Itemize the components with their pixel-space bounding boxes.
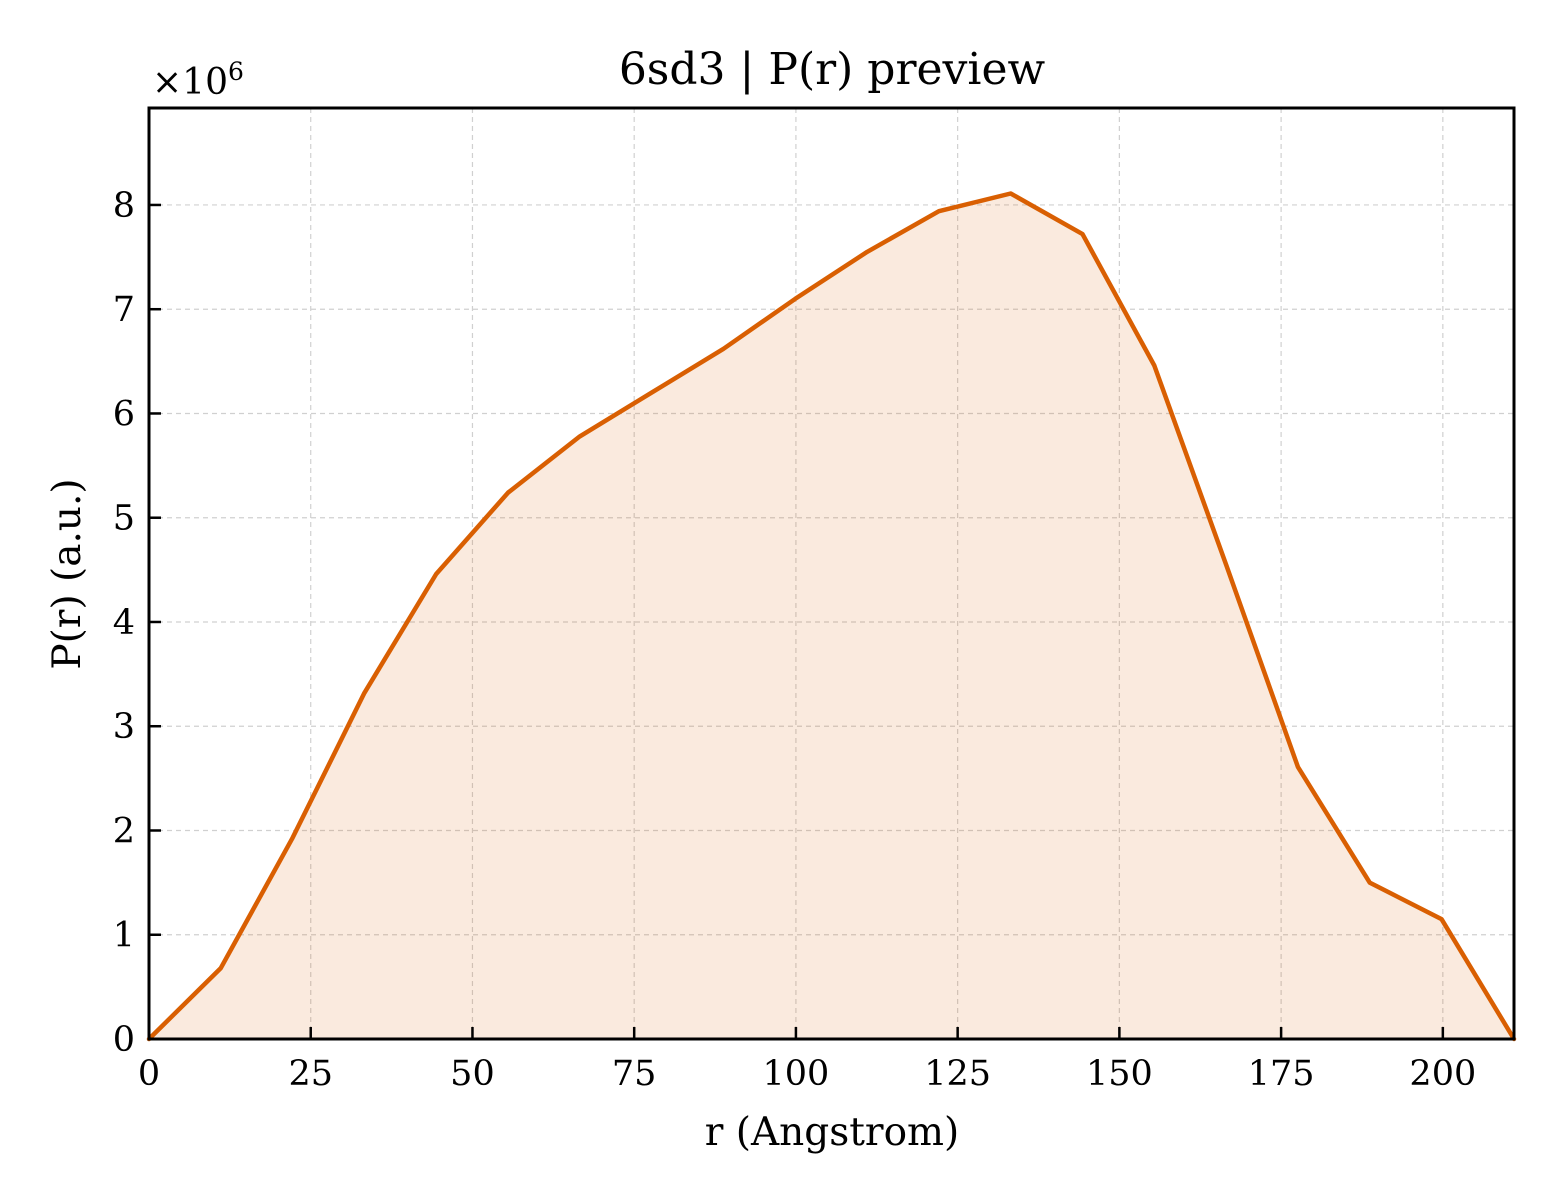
y-tick-label: 7	[113, 290, 135, 330]
x-axis-title: r (Angstrom)	[705, 1110, 960, 1155]
y-axis-title: P(r) (a.u.)	[45, 478, 90, 669]
x-tick-label: 75	[612, 1054, 657, 1094]
x-tick-label: 175	[1248, 1054, 1315, 1094]
y-tick-label: 3	[113, 707, 135, 747]
y-tick-label: 0	[113, 1020, 135, 1060]
y-tick-label: 2	[113, 811, 135, 851]
x-tick-label: 125	[924, 1054, 991, 1094]
y-offset-label: ×106	[152, 57, 244, 103]
y-tick-label: 5	[113, 499, 135, 539]
ticks: 0 25 50 75 100 125 150 175 200 0 1 2 3 4 5 6 7 8	[113, 186, 1477, 1094]
plot-area	[146, 191, 1517, 1042]
y-tick-label: 4	[113, 603, 135, 643]
series-area-fill	[149, 193, 1514, 1039]
y-offset-base: ×10	[152, 62, 228, 103]
y-tick-label: 8	[113, 186, 135, 226]
plot-frame	[147, 106, 1516, 1041]
x-tick-label: 50	[450, 1054, 495, 1094]
x-tick-label: 25	[288, 1054, 333, 1094]
y-tick-label: 1	[113, 916, 135, 956]
grid	[149, 108, 1514, 1039]
y-tick-label: 6	[113, 394, 135, 434]
chart-title: 6sd3 | P(r) preview	[619, 44, 1046, 95]
x-tick-label: 100	[763, 1054, 830, 1094]
series-line	[146, 191, 1517, 1042]
x-tick-label: 150	[1086, 1054, 1153, 1094]
x-tick-label: 200	[1409, 1054, 1476, 1094]
x-tick-label: 0	[138, 1054, 160, 1094]
y-offset-exponent: 6	[228, 57, 244, 86]
